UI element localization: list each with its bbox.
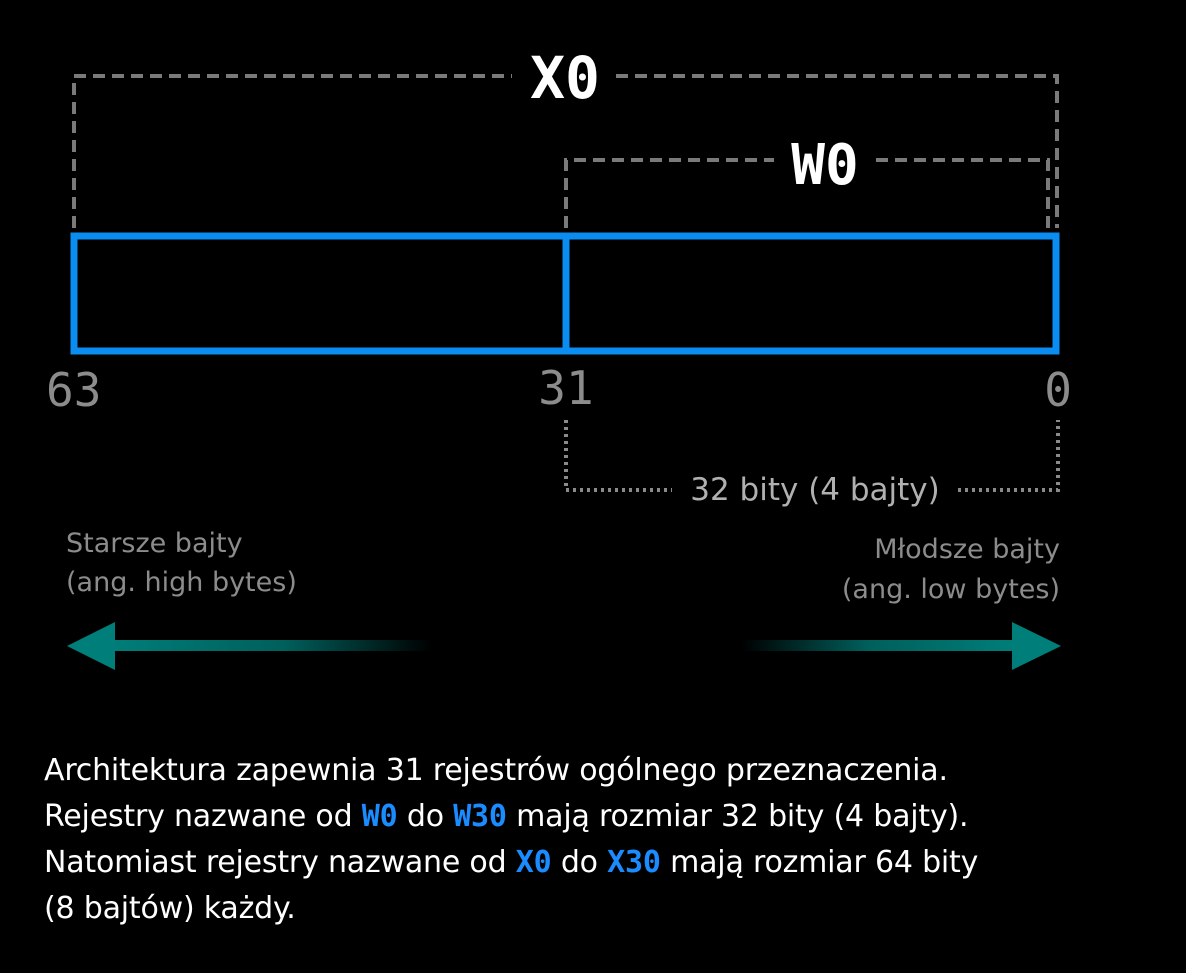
register-diagram: X0 W0 63 31 0 32 bity (4 bajty) Starsze … [46, 44, 1072, 670]
caption-text: mają rozmiar 64 bity [660, 845, 979, 880]
arrow-left-icon [67, 622, 432, 670]
caption-line-2: Rejestry nazwane od W0 do W30 mają rozmi… [44, 794, 1164, 840]
w0-label: W0 [791, 133, 858, 198]
caption-text: Architektura zapewnia 31 rejestrów ogóln… [44, 753, 948, 788]
low-bytes-label: Młodsze bajty [874, 534, 1060, 565]
high-bytes-label-en: (ang. high bytes) [66, 567, 297, 598]
width-note: 32 bity (4 bajty) [690, 472, 940, 508]
caption-text: do [551, 845, 608, 880]
bit-label-63: 63 [46, 363, 101, 417]
caption-line-4: (8 bajtów) każdy. [44, 886, 1164, 932]
caption-text: mają rozmiar 32 bity (4 bajty). [506, 799, 969, 834]
x0-label: X0 [530, 44, 600, 112]
arrow-right-icon [742, 622, 1061, 670]
register-name-w30: W30 [453, 799, 507, 834]
w0-bracket [564, 158, 1050, 228]
caption: Architektura zapewnia 31 rejestrów ogóln… [44, 748, 1164, 932]
register-name-x30: X30 [607, 845, 661, 880]
w0-width-bracket [564, 420, 1060, 492]
register-name-x0: X0 [515, 845, 552, 880]
caption-text: Natomiast rejestry nazwane od [44, 845, 516, 880]
register-name-w0: W0 [361, 799, 398, 834]
high-bytes-label: Starsze bajty [66, 528, 243, 559]
caption-line-3: Natomiast rejestry nazwane od X0 do X30 … [44, 840, 1164, 886]
bit-label-0: 0 [1044, 363, 1072, 417]
caption-line-1: Architektura zapewnia 31 rejestrów ogóln… [44, 748, 1164, 794]
low-bytes-label-en: (ang. low bytes) [842, 574, 1060, 605]
caption-text: Rejestry nazwane od [44, 799, 362, 834]
x0-bracket [72, 74, 1059, 228]
bit-label-31: 31 [538, 361, 593, 415]
caption-text: (8 bajtów) każdy. [44, 891, 296, 926]
caption-text: do [397, 799, 454, 834]
